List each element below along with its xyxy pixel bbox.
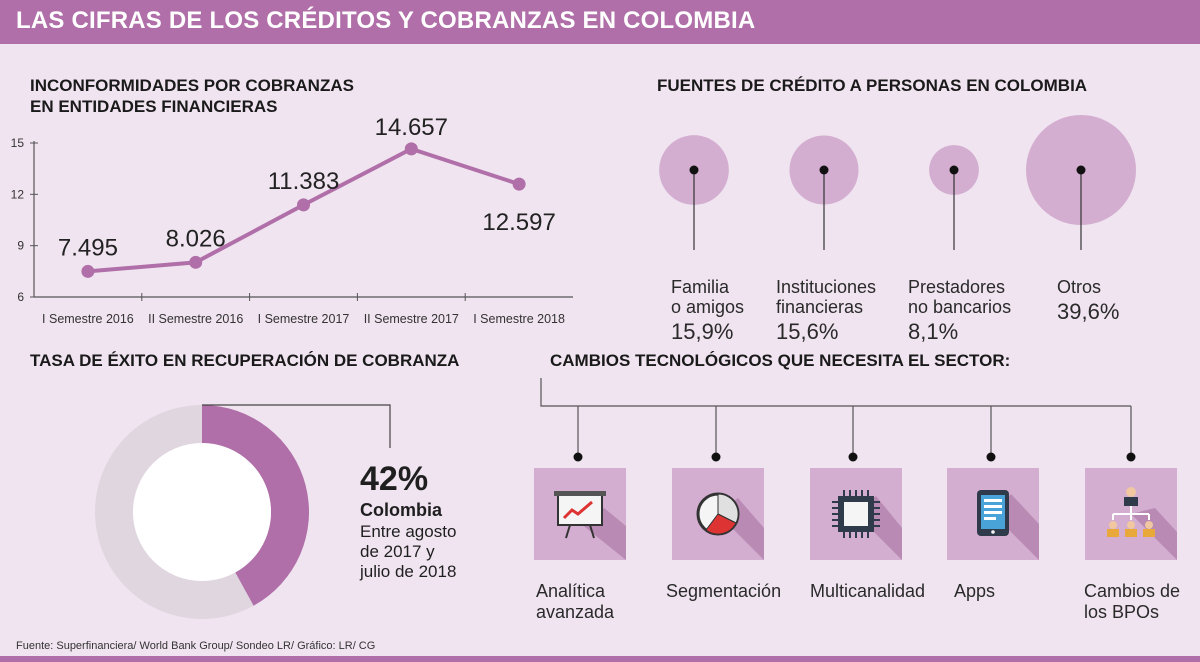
data-label: 8.026 bbox=[166, 225, 226, 252]
data-point bbox=[512, 177, 526, 191]
donut-country: Colombia bbox=[360, 500, 443, 520]
connector-dot bbox=[1126, 452, 1136, 462]
connector-dot bbox=[573, 452, 583, 462]
donut-title: TASA DE ÉXITO EN RECUPERACIÓN DE COBRANZ… bbox=[30, 351, 460, 370]
footer-bar bbox=[0, 656, 1200, 662]
x-tick-label: II Semestre 2017 bbox=[364, 312, 459, 326]
donut-description: Entre agosto de 2017 y julio de 2018 bbox=[360, 522, 457, 581]
donut-hole bbox=[133, 443, 271, 581]
data-label: 12.597 bbox=[482, 209, 555, 236]
bubble-center-dot bbox=[689, 165, 699, 175]
y-tick-label: 15 bbox=[11, 136, 25, 150]
connector-dot bbox=[848, 452, 858, 462]
page-title: LAS CIFRAS DE LOS CRÉDITOS Y COBRANZAS E… bbox=[16, 7, 756, 34]
bubble-chart bbox=[659, 115, 1136, 250]
tech-title: CAMBIOS TECNOLÓGICOS QUE NECESITA EL SEC… bbox=[550, 351, 1011, 370]
donut-slice-resto bbox=[95, 405, 254, 619]
data-point bbox=[81, 264, 95, 278]
data-point bbox=[189, 255, 203, 269]
data-point bbox=[404, 142, 418, 156]
y-tick-label: 9 bbox=[17, 239, 24, 253]
connector-dot bbox=[711, 452, 721, 462]
connector-bracket bbox=[540, 378, 1131, 407]
data-label: 14.657 bbox=[375, 114, 448, 141]
y-tick-label: 6 bbox=[17, 290, 24, 304]
tile-label-bpos: Cambios de los BPOs bbox=[1084, 581, 1181, 622]
circles-title: FUENTES DE CRÉDITO A PERSONAS EN COLOMBI… bbox=[657, 76, 1088, 95]
tile-apps bbox=[947, 468, 1039, 560]
tile-label-segmentacion: Segmentación bbox=[666, 581, 782, 601]
tile-label-analitica: Analítica avanzada bbox=[536, 581, 615, 622]
data-label: 11.383 bbox=[268, 168, 340, 195]
tablet-icon bbox=[977, 490, 1039, 560]
x-tick-label: I Semestre 2016 bbox=[42, 312, 134, 326]
presentation-chart-icon bbox=[554, 491, 626, 560]
pie-chart-icon bbox=[696, 492, 764, 560]
bubble-pct-otros: 39,6% bbox=[1057, 299, 1120, 324]
bubble-pct-familia: 15,9% bbox=[671, 319, 734, 344]
bubble-label-familia: Familia o amigos 15,9% bbox=[671, 257, 821, 365]
bubble-pct-instituciones: 15,6% bbox=[776, 319, 839, 344]
y-tick-label: 12 bbox=[11, 187, 25, 201]
connector-dot bbox=[986, 452, 996, 462]
source-footnote: Fuente: Superfinanciera/ World Bank Grou… bbox=[16, 640, 376, 652]
bubble-pct-prestadores: 8,1% bbox=[908, 319, 959, 344]
tile-bpos bbox=[1085, 468, 1177, 560]
bubble-center-dot bbox=[819, 165, 829, 175]
chip-icon bbox=[832, 490, 902, 560]
bubble-center-dot bbox=[949, 165, 959, 175]
tile-multicanalidad bbox=[810, 468, 902, 560]
line-chart: 6 9 12 15 I Semestre 2016 II Semestre 2016 I S… bbox=[11, 114, 573, 326]
bubble-label-prestadores: Prestadores no bancarios 8,1% bbox=[908, 257, 1058, 365]
donut-percent: 42% bbox=[360, 460, 429, 498]
tile-segmentacion bbox=[672, 468, 764, 560]
tile-analitica bbox=[534, 468, 626, 560]
tile-label-multicanalidad: Multicanalidad bbox=[810, 581, 926, 601]
header-bar: LAS CIFRAS DE LOS CRÉDITOS Y COBRANZAS E… bbox=[0, 0, 1200, 44]
line-chart-title: INCONFORMIDADES POR COBRANZAS EN ENTIDAD… bbox=[30, 76, 354, 116]
bubble-label-instituciones: Instituciones financieras 15,6% bbox=[776, 257, 926, 365]
donut-chart bbox=[95, 404, 391, 619]
bubble-center-dot bbox=[1076, 165, 1086, 175]
tile-label-apps: Apps bbox=[954, 581, 996, 601]
data-label: 7.495 bbox=[58, 234, 118, 261]
data-point bbox=[297, 198, 310, 212]
x-tick-label: I Semestre 2018 bbox=[473, 312, 565, 326]
org-chart-icon bbox=[1107, 487, 1177, 560]
donut-slice-colombia bbox=[202, 404, 310, 606]
x-tick-label: I Semestre 2017 bbox=[258, 312, 350, 326]
x-tick-label: II Semestre 2016 bbox=[148, 312, 243, 326]
bubble-label-otros: Otros 39,6% bbox=[1057, 257, 1200, 345]
donut-callout-line bbox=[202, 404, 391, 448]
